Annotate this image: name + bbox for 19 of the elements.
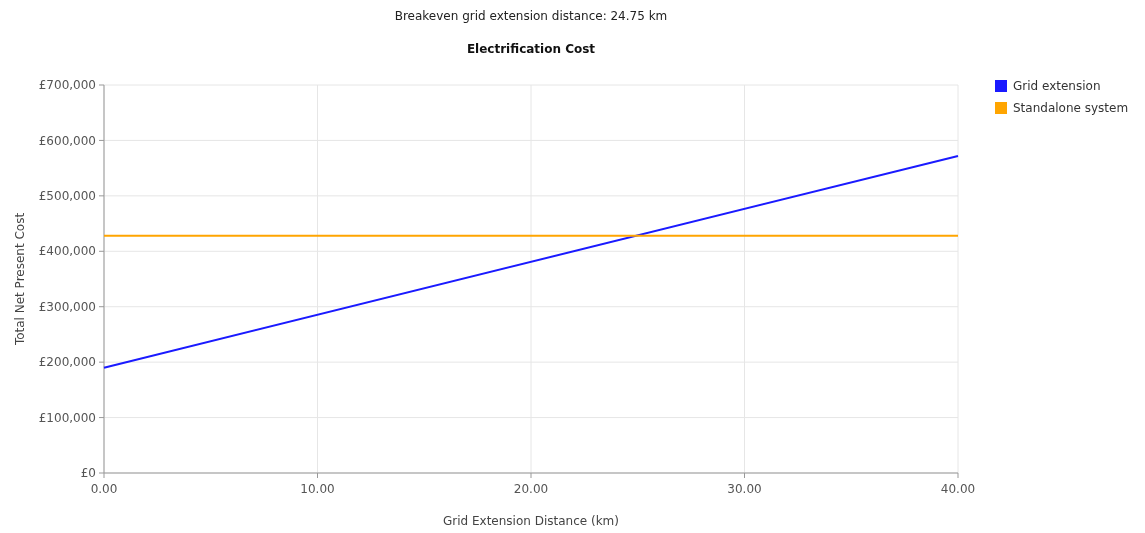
legend-label: Grid extension: [1013, 79, 1101, 94]
y-tick-label: £500,000: [38, 189, 96, 204]
x-tick-label: 10.00: [300, 482, 335, 496]
x-tick-label: 30.00: [727, 482, 762, 496]
chart-title: Electrification Cost: [466, 42, 596, 56]
y-tick-label: £100,000: [38, 410, 96, 425]
x-axis-title: Grid Extension Distance (km): [442, 514, 620, 528]
y-tick-label: £700,000: [38, 78, 96, 93]
legend-label: Standalone system: [1013, 101, 1129, 116]
y-tick-label: £0: [80, 466, 96, 481]
x-tick-label: 40.00: [940, 482, 976, 496]
x-tick-label: 0.00: [90, 482, 118, 496]
y-tick-label: £300,000: [38, 299, 96, 314]
y-tick-label: £600,000: [38, 133, 96, 148]
x-tick-label: 20.00: [513, 482, 549, 496]
y-tick-label: £400,000: [38, 244, 96, 259]
y-axis-title: Total Net Present Cost: [13, 212, 27, 347]
y-tick-label: £200,000: [38, 355, 96, 370]
chart-subtitle: Breakeven grid extension distance: 24.75 km: [394, 9, 668, 23]
